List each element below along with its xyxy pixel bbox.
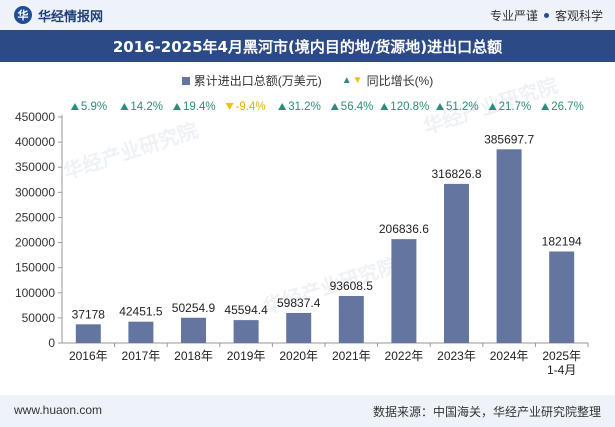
x-tick-label: 2021年 <box>332 349 371 363</box>
bar-value-label: 316826.8 <box>431 167 481 181</box>
growth-up-triangle-icon <box>380 103 389 110</box>
slogan-dot-icon <box>543 13 549 18</box>
y-tick-label: 200000 <box>15 236 55 250</box>
growth-up-triangle-icon <box>541 103 550 110</box>
legend-label-growth: 同比增长(%) <box>366 74 434 88</box>
growth-label: 51.2% <box>446 101 479 113</box>
x-tick-label: 2019年 <box>227 349 266 363</box>
y-tick-label: 250000 <box>15 210 55 224</box>
bar <box>391 239 417 343</box>
bar-value-label: 50254.9 <box>172 301 216 315</box>
growth-label: 26.7% <box>551 101 584 113</box>
slogan-left: 专业严谨 <box>489 9 538 23</box>
brand-name: 华经情报网 <box>38 8 104 24</box>
legend-down-triangle-icon: ▼ <box>352 75 363 86</box>
growth-label: -9.4% <box>236 101 266 113</box>
bar-value-label: 59837.4 <box>277 296 321 310</box>
y-tick-label: 0 <box>48 336 55 350</box>
x-tick-label: 2017年 <box>122 349 161 363</box>
footer-site-link[interactable]: www.huaon.com <box>14 403 103 417</box>
growth-up-triangle-icon <box>488 103 497 110</box>
y-tick-label: 300000 <box>15 185 55 199</box>
y-tick-label: 150000 <box>15 261 55 275</box>
growth-label: 21.7% <box>499 101 532 113</box>
y-tick-label: 50000 <box>22 311 56 325</box>
legend-item-total[interactable]: 累计进出口总额(万美元) <box>181 72 322 89</box>
bar-value-label: 45594.4 <box>224 303 268 317</box>
growth-label: 120.8% <box>390 101 429 113</box>
legend-up-triangle-icon: ▲ <box>341 75 352 86</box>
growth-up-triangle-icon <box>120 103 129 110</box>
brand-logo-icon: 华 <box>14 6 32 24</box>
bar <box>444 183 469 343</box>
legend-label-total: 累计进出口总额(万美元) <box>193 74 322 88</box>
growth-up-triangle-icon <box>70 103 79 110</box>
chart-canvas: 0 50000 100000 150000 200000 250000 300000 3500… <box>15 101 589 377</box>
top-bar: 华 华经情报网 专业严谨 客观科学 <box>0 0 615 30</box>
y-tick-label: 100000 <box>15 286 55 300</box>
x-tick-label: 2022年 <box>385 349 424 363</box>
growth-up-triangle-icon <box>330 103 339 110</box>
slogan: 专业严谨 客观科学 <box>490 7 603 24</box>
x-tick-label: 2020年 <box>279 349 318 363</box>
y-tick-label: 400000 <box>15 135 55 149</box>
bar-value-label: 385697.7 <box>484 132 534 146</box>
legend-bar-swatch-icon <box>181 76 190 85</box>
bar <box>338 295 364 343</box>
chart-title: 2016-2025年4月黑河市(境内目的地/货源地)进出口总额 <box>112 37 503 56</box>
bar-value-label: 42451.5 <box>119 305 163 319</box>
growth-up-triangle-icon <box>278 103 287 110</box>
bar <box>75 324 101 343</box>
growth-down-triangle-icon <box>225 103 234 110</box>
bar <box>549 251 575 343</box>
growth-label: 5.9% <box>81 101 107 113</box>
growth-label: 31.2% <box>288 101 321 113</box>
growth-up-triangle-icon <box>436 103 444 110</box>
growth-label: 19.4% <box>183 101 216 113</box>
bar-value-label: 93608.5 <box>330 279 374 293</box>
growth-up-triangle-icon <box>173 103 181 110</box>
bar <box>233 320 259 343</box>
brand[interactable]: 华 华经情报网 <box>14 6 103 24</box>
x-tick-label: 2018年 <box>174 349 213 363</box>
growth-label: 14.2% <box>130 101 163 113</box>
bar-value-label: 37178 <box>72 307 106 321</box>
bar-value-label: 182194 <box>542 234 582 248</box>
growth-label: 56.4% <box>341 101 374 113</box>
bar <box>496 149 522 343</box>
x-tick-label: 2016年 <box>69 349 108 363</box>
footer-source: 数据来源：中国海关，华经产业研究院整理 <box>372 405 601 419</box>
bar-value-label: 206836.6 <box>379 222 429 236</box>
bar <box>286 312 312 343</box>
y-tick-label: 450000 <box>15 110 55 124</box>
legend: 累计进出口总额(万美元) ▲ ▼ 同比增长(%) <box>0 72 615 89</box>
x-tick-label: 2025年 1-4月 <box>542 349 581 377</box>
bar <box>128 321 154 343</box>
title-bar: 2016-2025年4月黑河市(境内目的地/货源地)进出口总额 <box>0 30 615 62</box>
bar <box>181 317 206 343</box>
footer: www.huaon.com 数据来源：中国海关，华经产业研究院整理 <box>0 395 615 427</box>
x-tick-label: 2024年 <box>490 349 529 363</box>
x-tick-label: 2023年 <box>437 349 476 363</box>
legend-item-growth[interactable]: ▲ ▼ 同比增长(%) <box>342 72 433 89</box>
y-tick-label: 350000 <box>15 160 55 174</box>
slogan-right: 客观科学 <box>554 9 603 23</box>
